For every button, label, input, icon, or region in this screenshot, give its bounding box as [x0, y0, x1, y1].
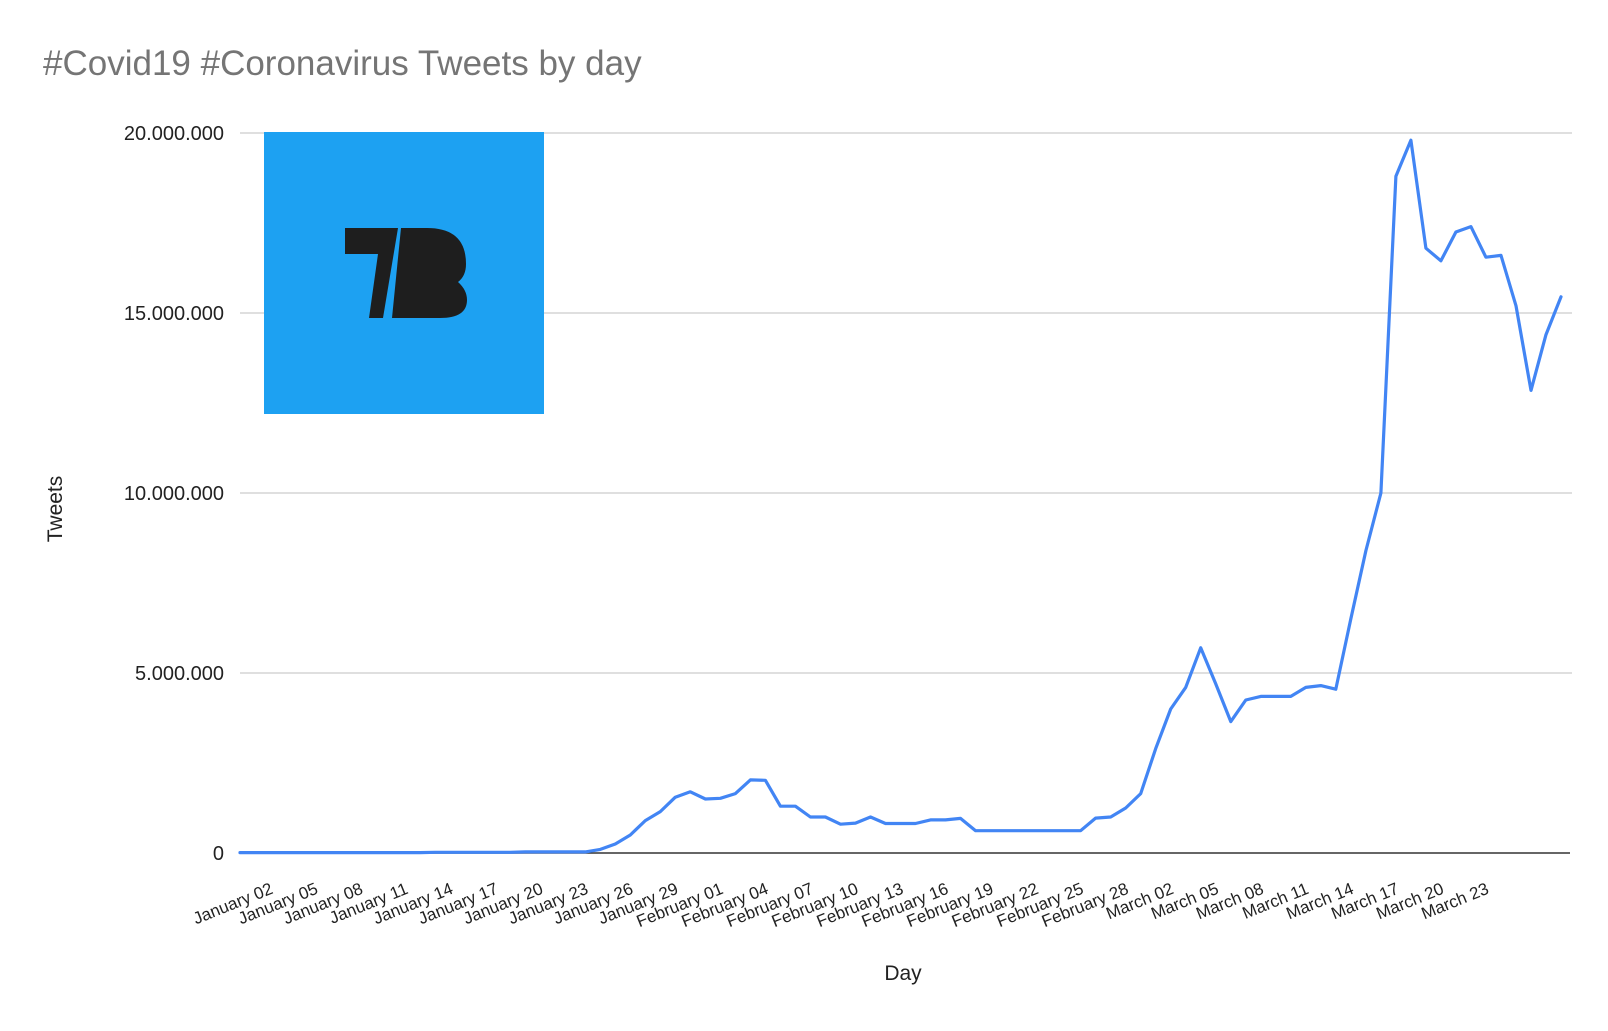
x-axis-label: Day	[884, 962, 922, 985]
tb-logo	[264, 132, 544, 414]
y-tick-label: 0	[213, 843, 224, 865]
tb-logo-glyph	[345, 228, 467, 318]
series-line-tweets	[238, 138, 1563, 855]
y-axis-ticks: 0 5.000.000 10.000.000 15.000.000 20.000.000	[124, 123, 224, 865]
y-tick-label: 20.000.000	[124, 123, 224, 145]
y-axis-label: Tweets	[44, 476, 67, 543]
chart-title: #Covid19 #Coronavirus Tweets by day	[43, 44, 642, 83]
y-tick-label: 5.000.000	[135, 663, 224, 685]
y-tick-label: 10.000.000	[124, 483, 224, 505]
y-tick-label: 15.000.000	[124, 303, 224, 325]
